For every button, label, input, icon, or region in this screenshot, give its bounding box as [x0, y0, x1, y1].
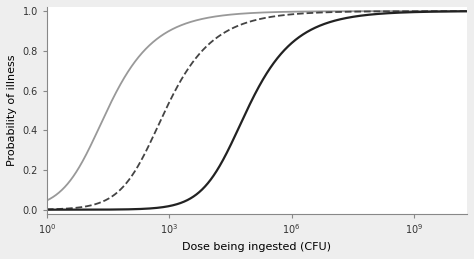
Y-axis label: Probability of illness: Probability of illness — [7, 55, 17, 166]
X-axis label: Dose being ingested (CFU): Dose being ingested (CFU) — [182, 242, 331, 252]
